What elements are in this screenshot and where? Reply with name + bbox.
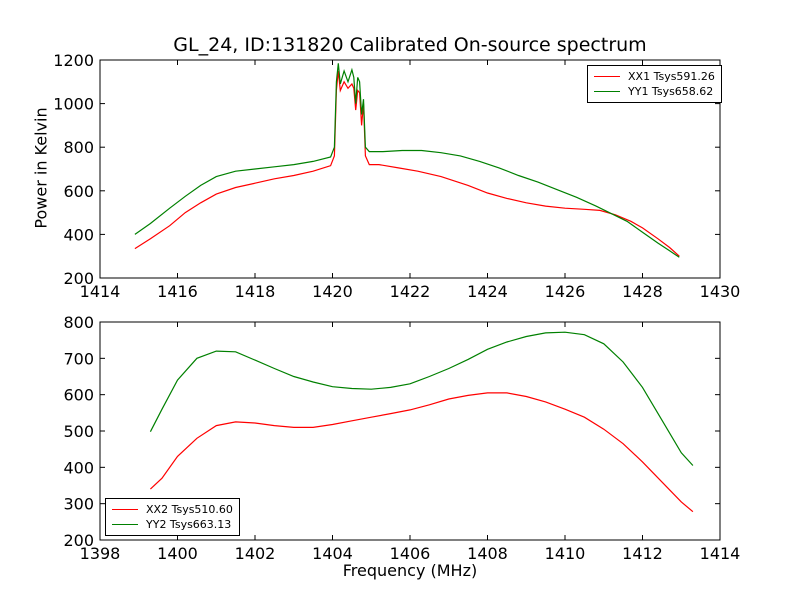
legend-entry: YY2 Tsys663.13 [112, 517, 233, 532]
legend-bottom: XX2 Tsys510.60 YY2 Tsys663.13 [105, 498, 240, 536]
legend-swatch [594, 91, 620, 92]
y-tick-label: 800 [63, 138, 94, 157]
series-line [149, 331, 694, 466]
x-tick-label: 1416 [157, 282, 198, 301]
legend-label: YY1 Tsys658.62 [628, 85, 714, 98]
series-line [134, 70, 680, 257]
y-tick-label: 200 [63, 531, 94, 550]
x-tick-label: 1402 [235, 544, 276, 563]
x-tick-label: 1412 [622, 544, 663, 563]
x-tick-label: 1408 [467, 544, 508, 563]
x-tick-label: 1428 [622, 282, 663, 301]
x-tick-label: 1424 [467, 282, 508, 301]
x-tick-label: 1406 [390, 544, 431, 563]
x-tick-label: 1418 [235, 282, 276, 301]
x-tick-label: 1404 [312, 544, 353, 563]
y-tick-label: 600 [63, 386, 94, 405]
x-tick-label: 1426 [545, 282, 586, 301]
legend-top: XX1 Tsys591.26 YY1 Tsys658.62 [587, 65, 722, 103]
chart-title: GL_24, ID:131820 Calibrated On-source sp… [173, 34, 647, 56]
y-tick-label: 200 [63, 269, 94, 288]
y-axis-label: Power in Kelvin [31, 107, 51, 229]
y-tick-label: 400 [63, 225, 94, 244]
x-tick-label: 1400 [157, 544, 198, 563]
series-line [134, 63, 680, 258]
x-tick-label: 1398 [80, 544, 121, 563]
legend-label: XX1 Tsys591.26 [628, 70, 715, 83]
x-tick-label: 1422 [390, 282, 431, 301]
y-tick-label: 500 [63, 422, 94, 441]
y-tick-label: 1200 [53, 51, 94, 70]
y-tick-label: 800 [63, 313, 94, 332]
y-tick-label: 600 [63, 182, 94, 201]
y-tick-label: 300 [63, 495, 94, 514]
x-tick-label: 1414 [80, 282, 121, 301]
legend-label: XX2 Tsys510.60 [146, 503, 233, 516]
y-tick-label: 400 [63, 458, 94, 477]
y-tick-label: 1000 [53, 95, 94, 114]
x-tick-label: 1430 [700, 282, 741, 301]
x-tick-label: 1420 [312, 282, 353, 301]
legend-swatch [594, 76, 620, 77]
x-tick-label: 1410 [545, 544, 586, 563]
legend-entry: XX1 Tsys591.26 [594, 69, 715, 84]
legend-swatch [112, 524, 138, 525]
legend-entry: YY1 Tsys658.62 [594, 84, 715, 99]
legend-label: YY2 Tsys663.13 [146, 518, 232, 531]
y-tick-label: 700 [63, 349, 94, 368]
series-line [149, 392, 694, 513]
x-tick-label: 1414 [700, 544, 741, 563]
x-axis-label: Frequency (MHz) [342, 561, 478, 580]
legend-entry: XX2 Tsys510.60 [112, 502, 233, 517]
legend-swatch [112, 509, 138, 510]
